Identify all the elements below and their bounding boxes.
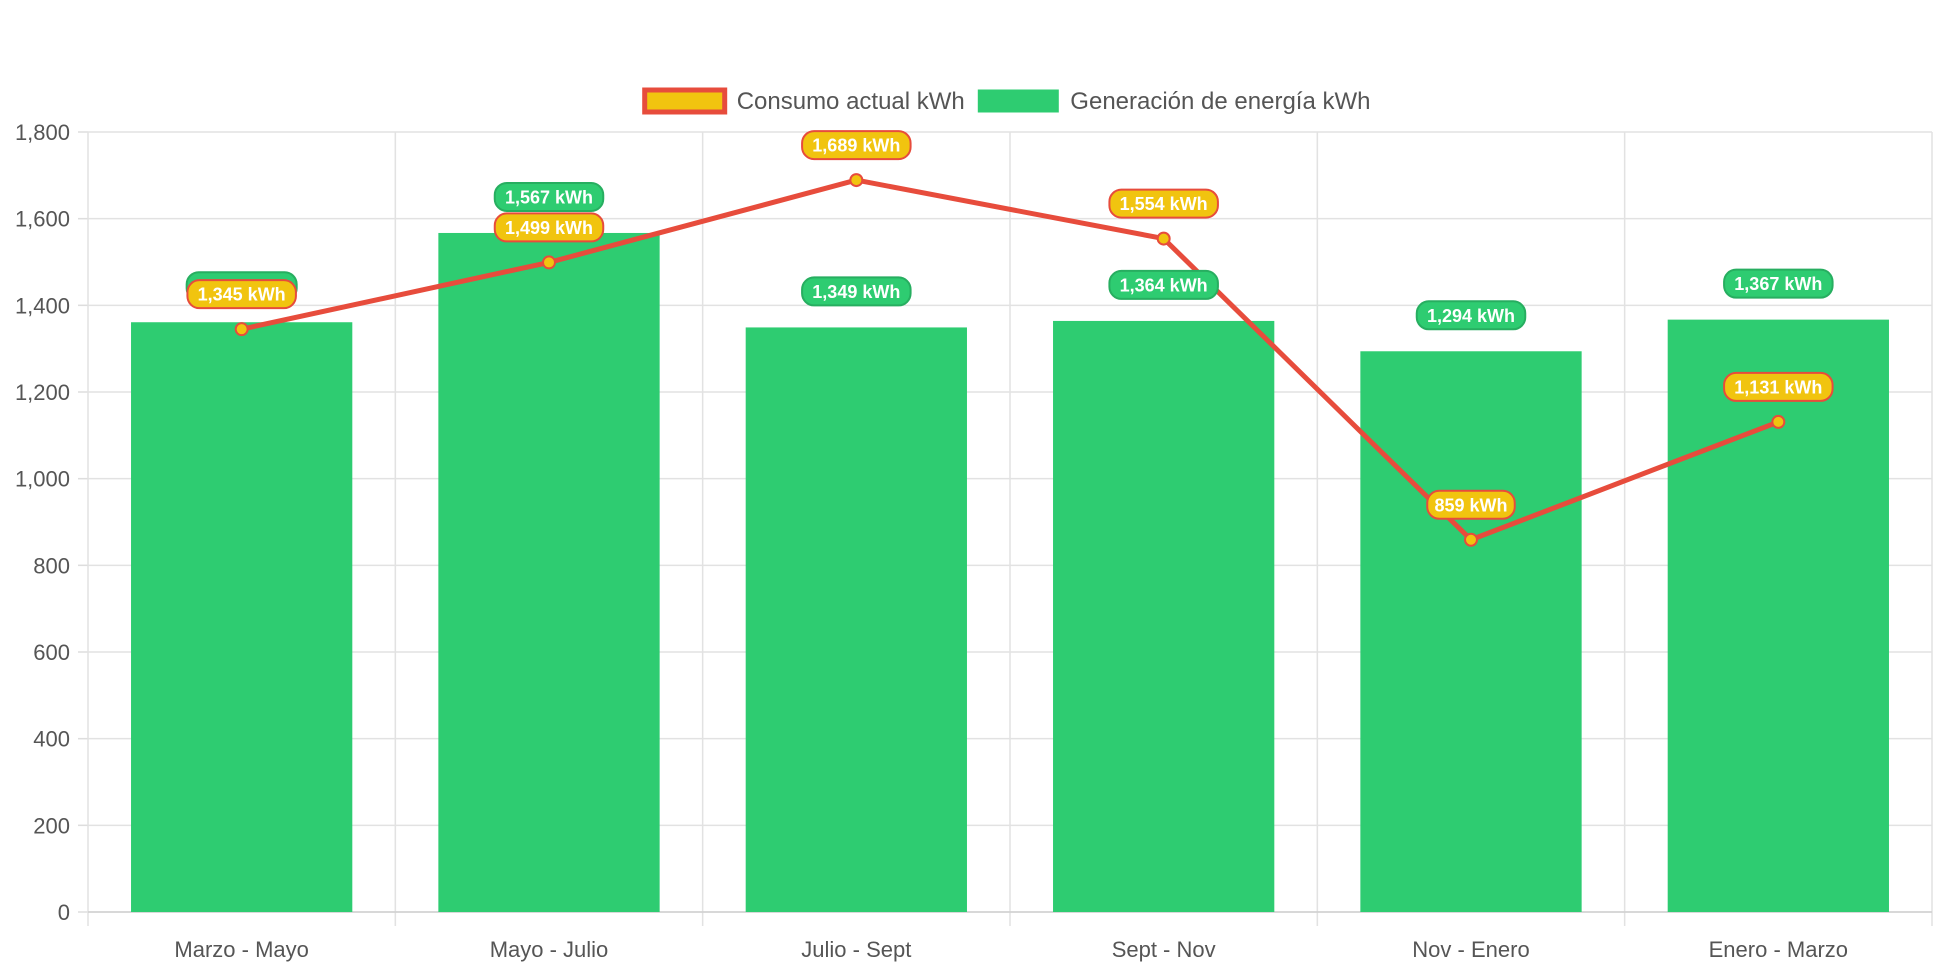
data-label-box xyxy=(1723,371,1834,402)
y-tick-label: 1,200 xyxy=(15,380,70,405)
data-label: 1,294 kWh xyxy=(1415,300,1527,331)
legend: Consumo actual kWh Generación de energía … xyxy=(642,87,1370,115)
bar xyxy=(745,327,967,912)
data-label-box xyxy=(1108,188,1219,219)
y-tick-label: 1,400 xyxy=(15,293,70,318)
line-point xyxy=(849,173,864,188)
data-label-text: 1,131 kWh xyxy=(1734,377,1822,397)
y-tick-label: 600 xyxy=(33,640,70,665)
legend-label: Generación de energía kWh xyxy=(1070,88,1370,115)
data-label-box xyxy=(801,130,912,161)
data-label: 1,567 kWh xyxy=(493,181,605,212)
y-tick-label: 800 xyxy=(33,553,70,578)
y-tick-label: 1,600 xyxy=(15,207,70,232)
line-point xyxy=(234,322,249,337)
x-tick-label: Marzo - Mayo xyxy=(174,937,308,962)
bar xyxy=(131,322,353,912)
data-label: 1,349 kWh xyxy=(801,276,912,307)
grid-lines xyxy=(78,131,1933,926)
data-label-box xyxy=(801,276,912,307)
data-label-text: 1,345 kWh xyxy=(198,285,286,305)
y-tick-label: 0 xyxy=(58,900,70,925)
y-tick-label: 1,000 xyxy=(15,467,70,492)
x-tick-label: Mayo - Julio xyxy=(490,937,609,962)
data-label: 1,554 kWh xyxy=(1108,188,1219,219)
data-label: 1,367 kWh xyxy=(1723,268,1834,299)
data-label: 1,345 kWh xyxy=(186,279,297,310)
line-point xyxy=(1156,231,1171,246)
line-series xyxy=(241,177,1780,543)
data-label-box xyxy=(1415,300,1527,331)
line-point xyxy=(1464,532,1478,547)
data-label: 1,689 kWh xyxy=(801,130,912,161)
data-label-text: 1,364 kWh xyxy=(1120,275,1208,295)
data-label: 1,364 kWh xyxy=(1108,269,1219,300)
data-label-box xyxy=(1108,269,1219,300)
data-label: 1,131 kWh xyxy=(1723,371,1834,402)
data-label-text: 1,554 kWh xyxy=(1120,194,1208,214)
data-label-box xyxy=(493,212,605,243)
y-tick-label: 400 xyxy=(33,727,70,752)
x-tick-label: Enero - Marzo xyxy=(1709,937,1848,962)
data-label-box xyxy=(186,279,297,310)
x-tick-label: Julio - Sept xyxy=(801,937,911,962)
bar xyxy=(438,232,660,912)
legend-swatch xyxy=(977,89,1059,113)
data-label-text: 1,294 kWh xyxy=(1427,306,1515,326)
data-label: 1,499 kWh xyxy=(493,212,605,243)
bar xyxy=(1667,319,1889,913)
data-label-text: 1,689 kWh xyxy=(812,136,900,156)
data-label-text: 1,349 kWh xyxy=(812,282,900,302)
data-label-text: 1,499 kWh xyxy=(505,218,593,238)
data-label: 859 kWh xyxy=(1426,489,1516,520)
data-label-box xyxy=(493,181,605,212)
data-label-text: 1,567 kWh xyxy=(505,187,593,207)
data-label-box xyxy=(1723,268,1834,299)
bar xyxy=(1360,351,1582,912)
data-label-box xyxy=(1426,489,1516,520)
x-tick-label: Sept - Nov xyxy=(1112,937,1216,962)
data-label-text: 859 kWh xyxy=(1434,495,1507,515)
bar xyxy=(1053,320,1275,912)
legend-swatch xyxy=(642,87,728,115)
legend-label: Consumo actual kWh xyxy=(737,88,965,115)
y-tick-label: 200 xyxy=(33,813,70,838)
data-label-text: 1,367 kWh xyxy=(1734,274,1822,294)
y-tick-label: 1,800 xyxy=(15,120,70,145)
line-point xyxy=(1771,414,1786,429)
x-tick-label: Nov - Enero xyxy=(1412,937,1529,962)
line-point xyxy=(542,255,556,270)
